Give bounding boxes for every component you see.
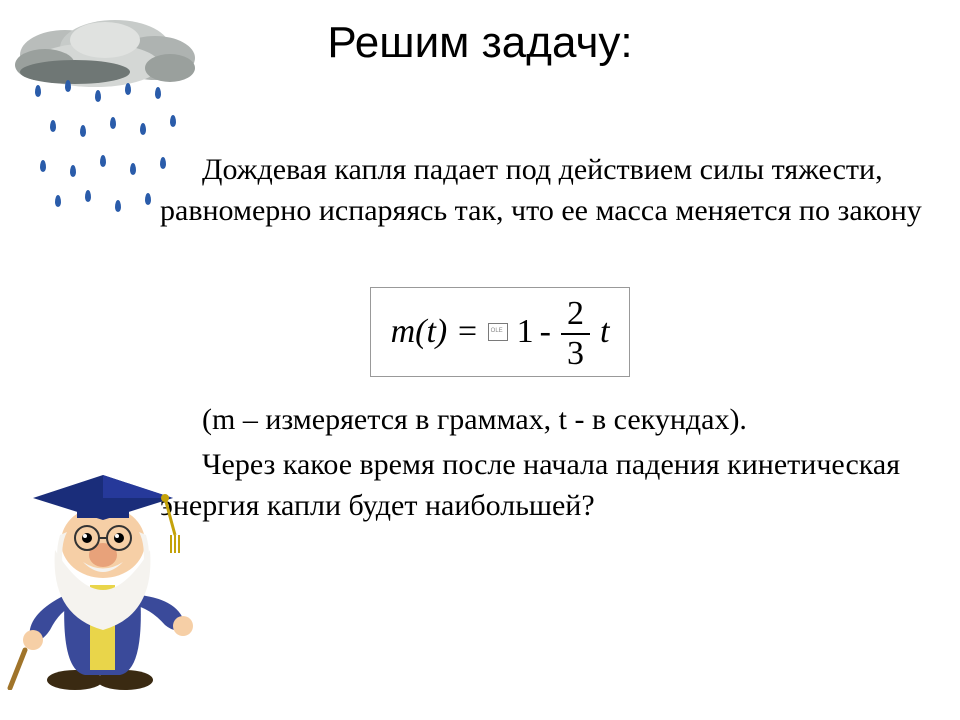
raindrop-icon <box>130 163 136 175</box>
raindrop-icon <box>80 125 86 137</box>
raindrop-icon <box>50 120 56 132</box>
raindrop-icon <box>70 165 76 177</box>
problem-text-1: Дождевая капля падает под действием силы… <box>160 150 945 231</box>
fraction-numerator: 2 <box>561 297 590 335</box>
fraction-denominator: 3 <box>561 335 590 371</box>
ole-placeholder-icon <box>488 323 508 341</box>
raindrop-icon <box>100 155 106 167</box>
raindrop-icon <box>55 195 61 207</box>
formula-minus: - <box>540 313 551 351</box>
raindrop-icon <box>145 193 151 205</box>
professor-icon <box>5 440 205 690</box>
formula-one: 1 <box>517 313 534 351</box>
formula-fraction: 2 3 <box>561 297 590 371</box>
raindrop-icon <box>110 117 116 129</box>
raindrop-icon <box>115 200 121 212</box>
problem-text-2: (m – измеряется в граммах, t - в секунда… <box>160 400 945 441</box>
raindrop-icon <box>170 115 176 127</box>
raindrop-icon <box>85 190 91 202</box>
raindrop-icon <box>40 160 46 172</box>
formula-t: t <box>600 313 609 351</box>
raindrop-icon <box>65 80 71 92</box>
formula-box: m(t) = 1 - 2 3 t <box>370 287 630 377</box>
raindrop-icon <box>125 83 131 95</box>
raindrop-icon <box>140 123 146 135</box>
formula-lhs: m(t) = <box>391 313 479 351</box>
raindrop-icon <box>155 87 161 99</box>
raindrop-icon <box>95 90 101 102</box>
problem-text-3: Через какое время после начала падения к… <box>160 445 945 526</box>
slide-title: Решим задачу: <box>0 18 960 68</box>
raindrop-icon <box>35 85 41 97</box>
